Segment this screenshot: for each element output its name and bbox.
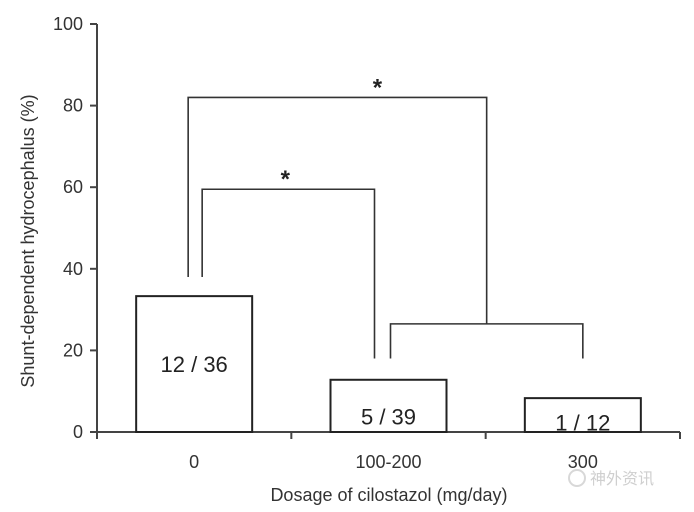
x-tick-label: 0 <box>189 452 199 472</box>
bar-data-label: 12 / 36 <box>161 352 228 377</box>
bars: 12 / 36 5 / 39 1 / 12 <box>135 295 642 436</box>
bar-data-label: 1 / 12 <box>555 411 610 436</box>
bracket-0-vs-100-200 <box>201 188 376 359</box>
bar-data-label: 5 / 39 <box>361 404 416 429</box>
significance-brackets: ** <box>187 74 584 359</box>
bar <box>329 378 448 433</box>
x-tick-label: 300 <box>568 452 598 472</box>
y-tick-label: 80 <box>63 96 83 116</box>
y-tick-label: 0 <box>73 422 83 442</box>
bracket-0-vs-treated <box>187 96 488 324</box>
watermark-text: 神外资讯 <box>590 470 654 488</box>
x-tick-label: 100-200 <box>355 452 421 472</box>
significance-star: * <box>373 74 383 101</box>
y-axis-title: Shunt-dependent hydrocephalus (%) <box>18 94 38 387</box>
bar <box>135 295 254 433</box>
x-axis-title: Dosage of cilostazol (mg/day) <box>270 485 507 505</box>
watermark-logo-icon <box>568 469 586 487</box>
bracket-100-200-and-300 <box>389 323 584 359</box>
axes: 0 20 40 60 80 100 0 100-200 300 <box>53 14 681 472</box>
y-tick-label: 40 <box>63 259 83 279</box>
watermark: 神外资讯 <box>568 469 654 488</box>
y-tick-label: 60 <box>63 177 83 197</box>
bar <box>523 397 642 433</box>
y-tick-label: 100 <box>53 14 83 34</box>
significance-star: * <box>281 166 291 193</box>
y-tick-label: 20 <box>63 340 83 360</box>
